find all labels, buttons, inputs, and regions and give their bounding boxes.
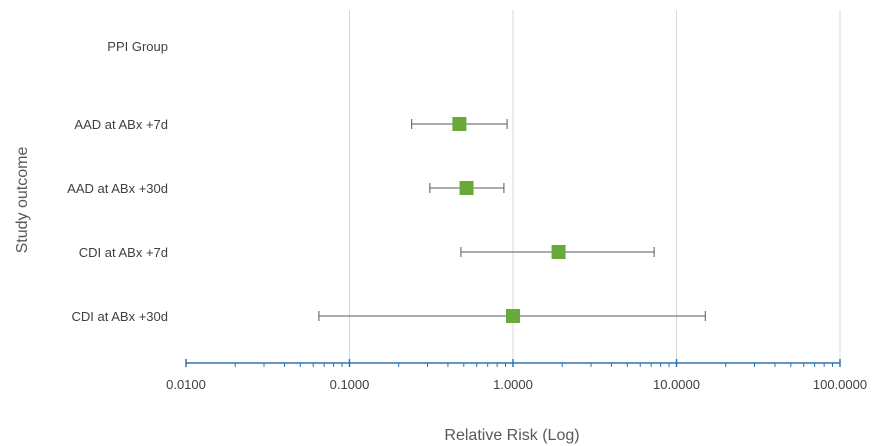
- category-label: PPI Group: [107, 39, 168, 54]
- y-axis-title: Study outcome: [14, 147, 31, 254]
- x-tick-label: 0.1000: [330, 377, 370, 392]
- gridlines: [349, 10, 841, 363]
- category-label: CDI at ABx +30d: [72, 309, 168, 324]
- category-label: AAD at ABx +30d: [67, 181, 168, 196]
- category-labels: PPI Group AAD at ABx +7d AAD at ABx +30d CD…: [67, 39, 168, 324]
- x-tick-label: 0.0100: [166, 377, 206, 392]
- data-point-marker: [452, 117, 467, 131]
- x-axis: 0.0100 0.1000 1.0000 10.0000 100.0000: [166, 359, 867, 392]
- data-point-marker: [551, 245, 566, 259]
- x-tick-label: 100.0000: [813, 377, 867, 392]
- category-label: AAD at ABx +7d: [74, 117, 168, 132]
- x-tick-label: 10.0000: [653, 377, 700, 392]
- data-marks: [318, 117, 706, 323]
- x-tick-label: 1.0000: [493, 377, 533, 392]
- data-point-marker: [506, 309, 520, 323]
- category-label: CDI at ABx +7d: [79, 245, 168, 260]
- data-point-marker: [459, 181, 474, 195]
- x-axis-title: Relative Risk (Log): [444, 427, 579, 444]
